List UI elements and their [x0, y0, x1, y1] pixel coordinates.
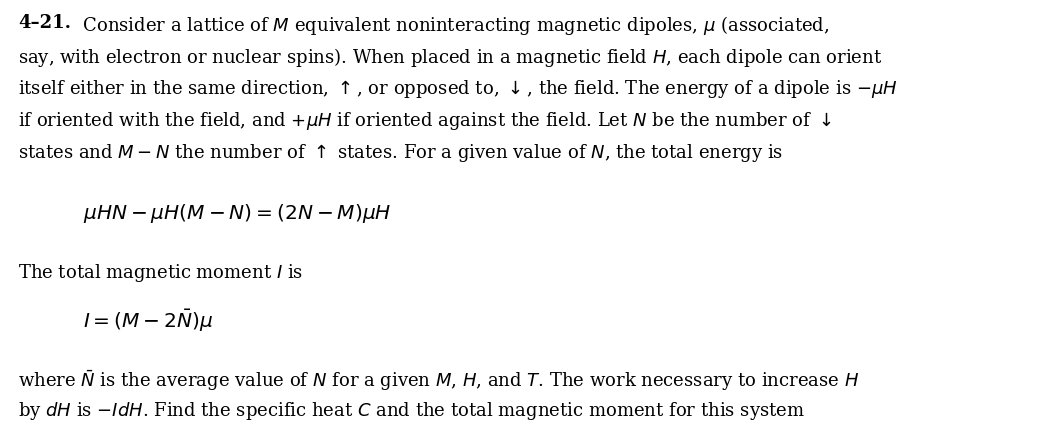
Text: by $dH$ is $-IdH$. Find the specific heat $C$ and the total magnetic moment for : by $dH$ is $-IdH$. Find the specific hea…	[18, 400, 805, 422]
Text: 4–21.: 4–21.	[18, 14, 71, 32]
Text: states and $M - N$ the number of $\uparrow$ states. For a given value of $N$, th: states and $M - N$ the number of $\uparr…	[18, 142, 783, 164]
Text: The total magnetic moment $I$ is: The total magnetic moment $I$ is	[18, 262, 303, 284]
Text: say, with electron or nuclear spins). When placed in a magnetic field $H$, each : say, with electron or nuclear spins). Wh…	[18, 46, 882, 69]
Text: $I = (M - 2\bar{N})\mu$: $I = (M - 2\bar{N})\mu$	[83, 308, 214, 334]
Text: Consider a lattice of $M$ equivalent noninteracting magnetic dipoles, $\mu$ (ass: Consider a lattice of $M$ equivalent non…	[71, 14, 829, 37]
Text: itself either in the same direction, $\uparrow$, or opposed to, $\downarrow$, th: itself either in the same direction, $\u…	[18, 78, 897, 100]
Text: if oriented with the field, and $+\mu H$ if oriented against the field. Let $N$ : if oriented with the field, and $+\mu H$…	[18, 110, 831, 132]
Text: where $\bar{N}$ is the average value of $N$ for a given $M$, $H$, and $T$. The w: where $\bar{N}$ is the average value of …	[18, 368, 859, 393]
Text: $\mu HN - \mu H(M - N) = (2N - M)\mu H$: $\mu HN - \mu H(M - N) = (2N - M)\mu H$	[83, 202, 391, 225]
